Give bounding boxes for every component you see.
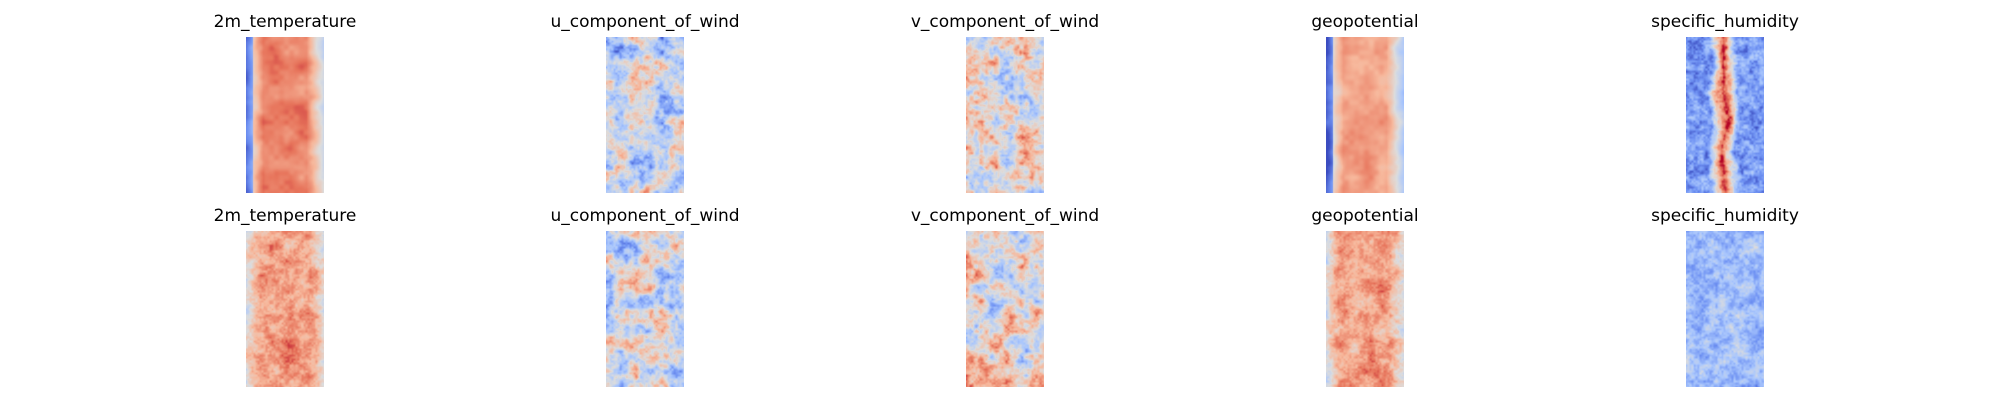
heatmap-panel bbox=[1326, 37, 1404, 193]
heatmap-panel bbox=[1686, 37, 1764, 193]
panel-title: v_component_of_wind bbox=[910, 206, 1100, 226]
panel-title: v_component_of_wind bbox=[910, 12, 1100, 32]
panel-title: u_component_of_wind bbox=[550, 206, 740, 226]
panel-title: specific_humidity bbox=[1651, 12, 1799, 32]
panel-title: 2m_temperature bbox=[213, 12, 357, 32]
panel-title: geopotential bbox=[1311, 12, 1419, 32]
panel-title: specific_humidity bbox=[1651, 206, 1799, 226]
heatmap-panel bbox=[246, 231, 324, 387]
panel-title: geopotential bbox=[1311, 206, 1419, 226]
heatmap-panel bbox=[606, 37, 684, 193]
heatmap-panel bbox=[966, 37, 1044, 193]
heatmap-panel bbox=[246, 37, 324, 193]
heatmap-panel bbox=[1686, 231, 1764, 387]
heatmap-panel bbox=[606, 231, 684, 387]
heatmap-panel bbox=[1326, 231, 1404, 387]
heatmap-panel bbox=[966, 231, 1044, 387]
panel-title: u_component_of_wind bbox=[550, 12, 740, 32]
panel-title: 2m_temperature bbox=[213, 206, 357, 226]
